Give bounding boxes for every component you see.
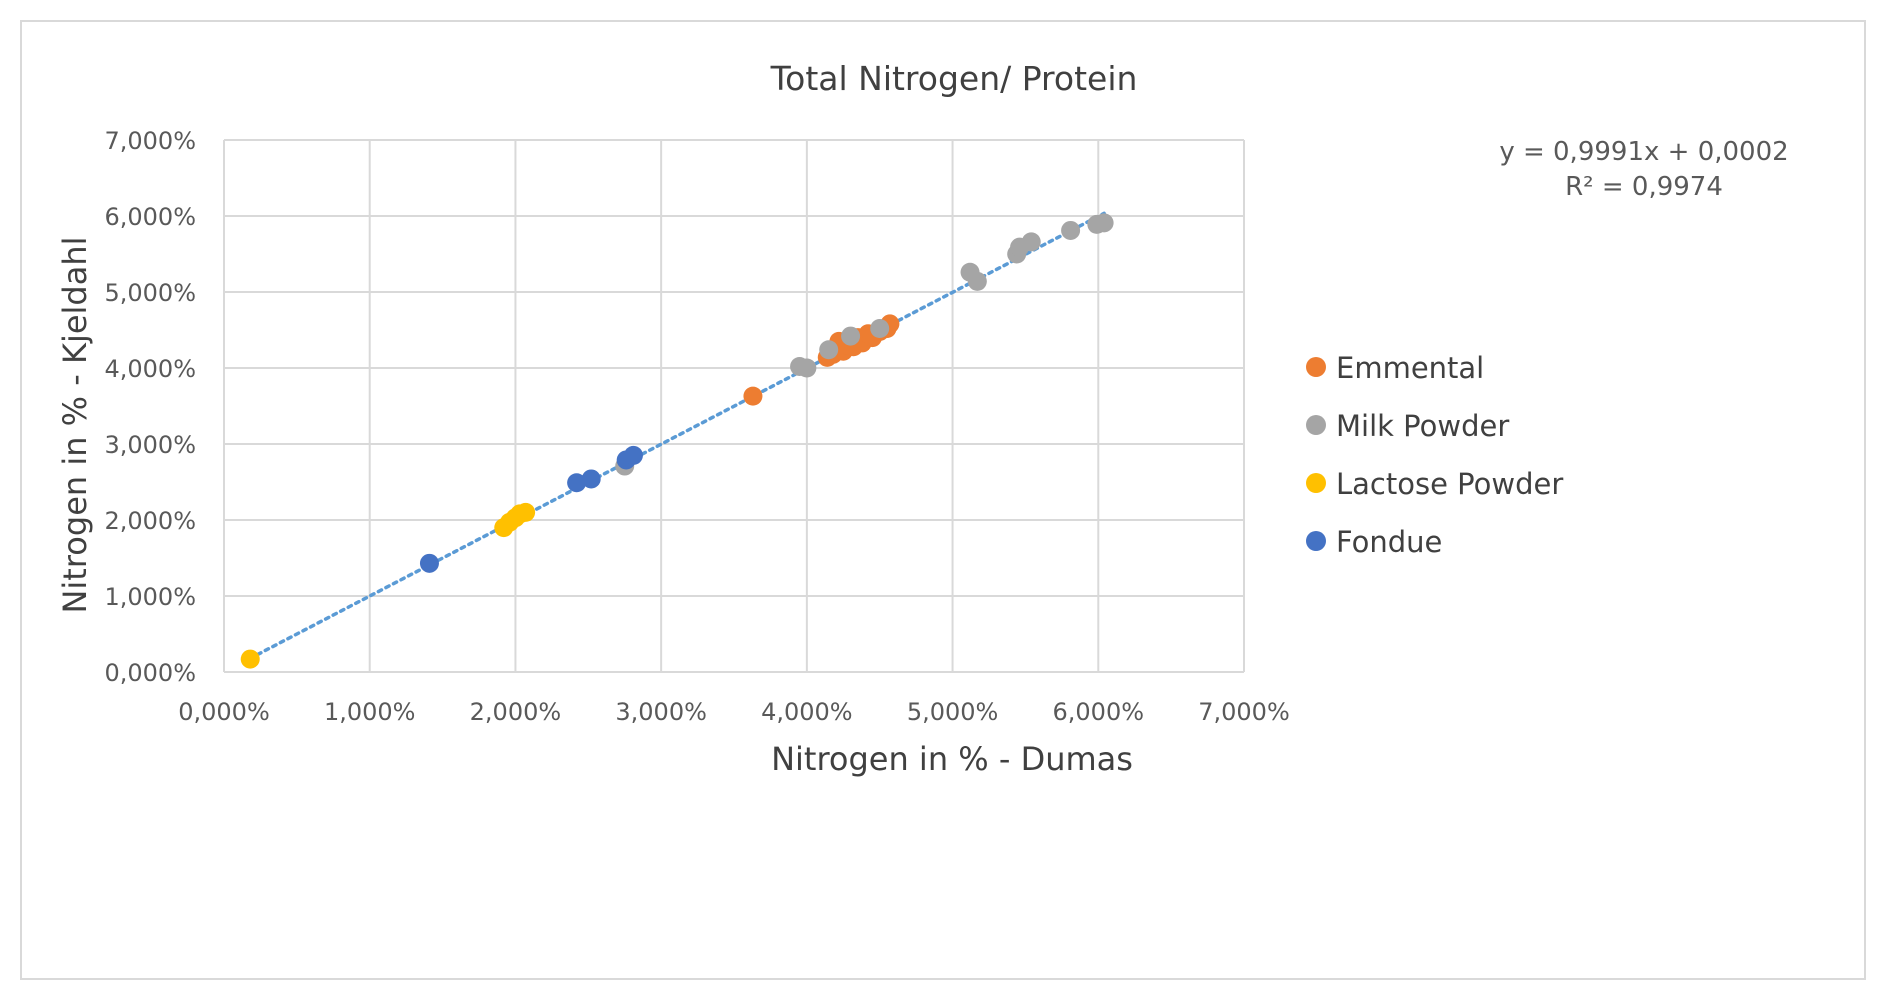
legend-marker-lactose-powder xyxy=(1306,473,1326,493)
legend-marker-emmental xyxy=(1306,357,1326,377)
x-tick-label: 2,000% xyxy=(470,698,562,726)
y-tick-label: 4,000% xyxy=(104,355,196,383)
data-point-fondue xyxy=(581,469,601,489)
data-point-milk-powder xyxy=(967,271,987,291)
legend-label-lactose-powder: Lactose Powder xyxy=(1336,467,1563,501)
legend-label-emmental: Emmental xyxy=(1336,351,1484,385)
y-tick-label: 3,000% xyxy=(104,431,196,459)
y-tick-label: 6,000% xyxy=(104,203,196,231)
data-point-lactose-powder xyxy=(516,502,536,522)
trendline-r2: R² = 0,9974 xyxy=(1565,172,1723,202)
data-point-fondue xyxy=(623,445,643,465)
data-point-milk-powder xyxy=(819,340,839,360)
data-point-fondue xyxy=(567,473,587,493)
data-point-fondue xyxy=(419,553,439,573)
y-tick-label: 1,000% xyxy=(104,583,196,611)
data-points xyxy=(240,213,1114,669)
legend-marker-milk-powder xyxy=(1306,415,1326,435)
data-point-milk-powder xyxy=(1061,220,1081,240)
y-axis-label: Nitrogen in % - Kjeldahl xyxy=(56,236,94,613)
legend-label-milk-powder: Milk Powder xyxy=(1336,409,1509,443)
scatter-chart: Total Nitrogen/ Protein 0,000% 1,000% 2,00… xyxy=(56,59,1789,778)
trendline xyxy=(248,211,1106,661)
x-tick-label: 5,000% xyxy=(907,698,999,726)
trendline-layer xyxy=(248,211,1106,661)
x-tick-label: 0,000% xyxy=(178,698,270,726)
chart-frame: Total Nitrogen/ Protein 0,000% 1,000% 2,00… xyxy=(20,20,1866,980)
trendline-equation: y = 0,9991x + 0,0002 xyxy=(1499,137,1788,167)
data-point-emmental xyxy=(743,386,763,406)
data-point-milk-powder xyxy=(797,358,817,378)
y-tick-label: 5,000% xyxy=(104,279,196,307)
data-point-lactose-powder xyxy=(240,649,260,669)
data-point-milk-powder xyxy=(841,326,861,346)
grid-layer xyxy=(223,139,1245,673)
x-tick-label: 1,000% xyxy=(324,698,416,726)
x-tick-label: 6,000% xyxy=(1053,698,1145,726)
legend-label-fondue: Fondue xyxy=(1336,525,1442,559)
legend: Emmental Milk Powder Lactose Powder Fondue xyxy=(1306,351,1563,559)
x-tick-label: 3,000% xyxy=(615,698,707,726)
chart-title: Total Nitrogen/ Protein xyxy=(770,59,1138,98)
x-tick-label: 7,000% xyxy=(1198,698,1290,726)
data-point-milk-powder xyxy=(1021,232,1041,252)
data-point-milk-powder xyxy=(1094,213,1114,233)
x-axis-label: Nitrogen in % - Dumas xyxy=(771,740,1133,778)
y-tick-label: 2,000% xyxy=(104,507,196,535)
y-tick-label: 0,000% xyxy=(104,659,196,687)
x-tick-label: 4,000% xyxy=(761,698,853,726)
legend-marker-fondue xyxy=(1306,531,1326,551)
tick-labels: 0,000% 1,000% 2,000% 3,000% 4,000% 5,000% 6,00… xyxy=(104,127,1289,726)
data-point-milk-powder xyxy=(870,318,890,338)
y-tick-label: 7,000% xyxy=(104,127,196,155)
